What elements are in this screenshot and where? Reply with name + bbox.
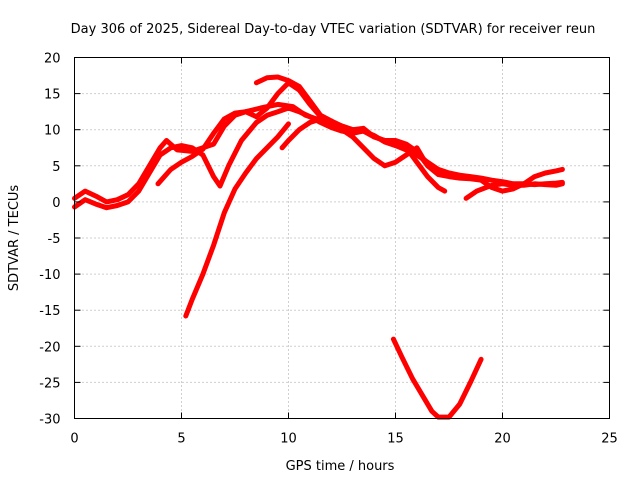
grid [74,57,610,419]
y-tick-label: -10 [39,268,60,283]
series-track-d [253,74,463,180]
y-tick-label: 5 [52,160,60,175]
series-group [72,74,565,420]
y-axis-title: SDTVAR / TECUs [7,185,22,292]
x-tick-label: 25 [601,432,618,447]
series-track-e [183,121,291,319]
x-tick-label: 0 [70,432,78,447]
y-tick-label: 10 [44,124,61,139]
y-tick-label: 0 [52,196,60,211]
y-tick-label: -15 [39,304,60,319]
chart-title: Day 306 of 2025, Sidereal Day-to-day VTE… [71,22,596,37]
series-track-f [279,116,356,151]
x-tick-label: 5 [177,432,185,447]
series-track-h [390,336,484,420]
y-tick-label: -5 [48,232,61,247]
y-tick-label: -30 [39,413,60,428]
x-tick-label: 20 [494,432,511,447]
y-tick-label: 20 [44,52,61,67]
x-tick-label: 15 [387,432,404,447]
y-tick-label: -20 [39,340,60,355]
x-axis-title: GPS time / hours [286,459,395,474]
series-track-g [463,181,565,201]
y-tick-label: 15 [44,88,61,103]
ticks: 0 5 10 15 20 25 20 15 10 5 0 -5 -10 -15 -20 -25 -30 [39,52,618,447]
x-tick-label: 10 [280,432,297,447]
series-track-c [155,80,565,194]
y-tick-label: -25 [39,376,60,391]
